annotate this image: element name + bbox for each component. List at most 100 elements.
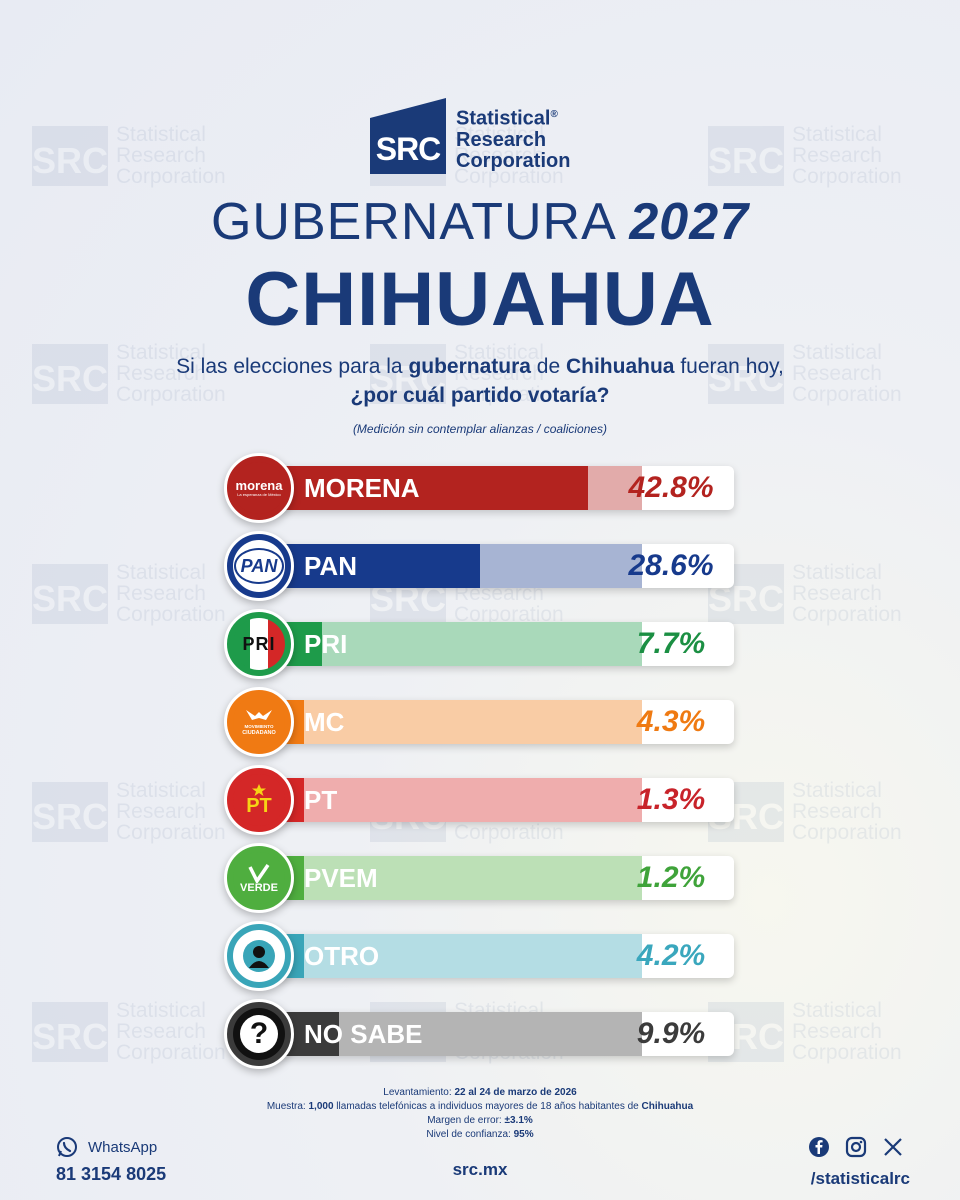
question-bold1: gubernatura (408, 355, 531, 378)
whatsapp-contact[interactable]: WhatsApp 81 3154 8025 (56, 1136, 166, 1185)
bar-label: PT (304, 785, 338, 815)
otro-logo (233, 930, 285, 982)
website-link[interactable]: src.mx (452, 1160, 508, 1179)
party-logo-circle: PT (224, 765, 294, 835)
src-logo-name: Statistical® Research Corporation (456, 104, 570, 172)
social-handle[interactable]: /statisticalrc (810, 1169, 910, 1188)
watermark-line: Research (792, 1020, 882, 1043)
party-logo-circle: MOVIMIENTO CIUDADANO (224, 687, 294, 757)
watermark-line: Corporation (792, 821, 902, 844)
bar-background (264, 700, 734, 744)
pri-logo-text: PRI (242, 634, 276, 654)
watermark-line: Statistical (792, 779, 882, 802)
watermark-line: Research (116, 144, 206, 167)
registered-mark: ® (550, 109, 558, 121)
question-part3: fueran hoy, (674, 355, 784, 378)
watermark-line: Research (792, 800, 882, 823)
bar-background (264, 856, 734, 900)
watermark-line: Statistical (116, 561, 206, 584)
watermark-line: Research (792, 582, 882, 605)
watermark-line: Statistical (116, 999, 206, 1022)
bar-label: OTRO (304, 941, 380, 971)
eagle-icon (246, 710, 272, 720)
bar-value: 42.8% (628, 471, 714, 504)
bar-row-pan: PAN 28.6% PAN (224, 531, 744, 601)
bar-value: 28.6% (628, 549, 714, 582)
social-links: /statisticalrc (800, 1136, 910, 1189)
watermark-line: Research (116, 800, 206, 823)
watermark-line: Statistical (792, 561, 882, 584)
bar-label: MC (304, 707, 345, 737)
muestra-n: 1,000 (308, 1101, 334, 1112)
question-note: (Medición sin contemplar alianzas / coal… (352, 422, 608, 436)
watermark-line: Statistical (116, 123, 206, 146)
question-part2: de (530, 355, 566, 378)
bar-track (264, 466, 642, 510)
party-logo-circle: VERDE (224, 843, 294, 913)
mc-logo-text1: MOVIMIENTO (244, 724, 274, 729)
watermark-box: SRC (32, 1001, 108, 1062)
muestra-text: llamadas telefónicas a individuos mayore… (333, 1101, 642, 1112)
title-year: 2027 (629, 193, 750, 251)
party-logo-circle: PRI (224, 609, 294, 679)
footer-levantamiento: Levantamiento: 22 al 24 de marzo de 2026 (0, 1086, 960, 1100)
watermark-box: SRC (32, 125, 108, 186)
bar-background (264, 1012, 734, 1056)
logo-line3: Corporation (456, 150, 571, 172)
bar-track-tint (264, 778, 642, 822)
facebook-icon[interactable] (808, 1136, 830, 1163)
toucan-icon (248, 863, 270, 883)
src-logo-mark: SRC (370, 98, 446, 174)
footer-confianza: Nivel de confianza: 95% (0, 1128, 960, 1142)
mc-logo-text2: CIUDADANO (242, 730, 276, 736)
bar-background (264, 778, 734, 822)
watermark-line: Corporation (792, 165, 902, 188)
pt-logo: PT (233, 774, 285, 826)
watermark-line: Research (116, 1020, 206, 1043)
watermark-line: Corporation (792, 1041, 902, 1064)
bar-label: NO SABE (304, 1019, 423, 1049)
instagram-icon[interactable] (845, 1136, 867, 1163)
star-icon (252, 784, 266, 796)
watermark-line: Statistical (792, 999, 882, 1022)
error-value: ±3.1% (504, 1115, 533, 1126)
party-logo-circle: morena La esperanza de México (224, 453, 294, 523)
muestra-place: Chihuahua (641, 1101, 694, 1112)
footer-error: Margen de error: ±3.1% (0, 1114, 960, 1128)
party-logo-circle (224, 921, 294, 991)
person-icon (243, 940, 275, 972)
bar-value: 4.2% (636, 939, 706, 972)
whatsapp-icon (56, 1136, 78, 1158)
morena-logo: morena La esperanza de México (233, 462, 285, 514)
watermark-line: Corporation (116, 165, 226, 188)
mc-logo: MOVIMIENTO CIUDADANO (233, 696, 285, 748)
conf-label: Nivel de confianza: (426, 1129, 514, 1140)
bar-value: 4.3% (636, 705, 706, 738)
watermark-line: Corporation (116, 821, 226, 844)
conf-value: 95% (513, 1129, 534, 1140)
watermark-box: SRC (32, 563, 108, 624)
watermark-line: Statistical (792, 123, 882, 146)
pan-logo-text: PAN (234, 548, 284, 584)
bar-label: PAN (304, 551, 357, 581)
bar-value: 9.9% (636, 1017, 706, 1050)
bar-row-mc: MC 4.3% MOVIMIENTO CIUDADANO (224, 687, 744, 757)
watermark-box: SRC (32, 781, 108, 842)
whatsapp-number[interactable]: 81 3154 8025 (56, 1164, 167, 1184)
x-twitter-icon[interactable] (882, 1136, 904, 1163)
nosabe-logo: ? (233, 1008, 285, 1060)
morena-logo-text: morena (235, 478, 283, 493)
watermark-box: SRC (708, 125, 784, 186)
bar-track (264, 544, 642, 588)
logo-line1: Statistical (456, 108, 551, 130)
watermark-line: Corporation (116, 1041, 226, 1064)
title-state: CHIHUAHUA (245, 257, 715, 342)
